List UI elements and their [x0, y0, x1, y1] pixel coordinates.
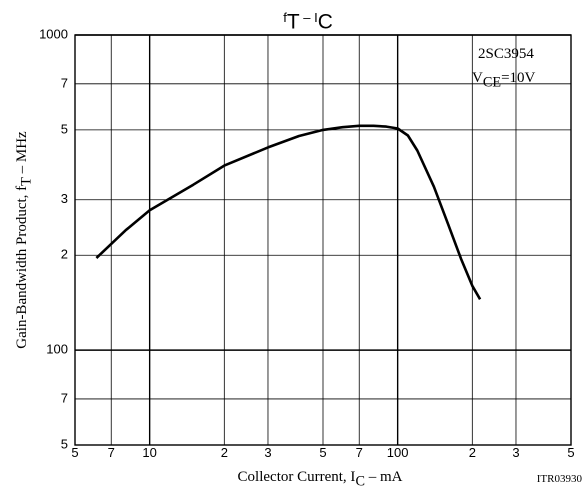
y-tick-label: 3	[61, 191, 68, 206]
y-tick-label: 5	[61, 121, 68, 136]
text-part: f	[283, 10, 287, 25]
x-tick-label: 3	[264, 445, 271, 460]
x-tick-label: 10	[142, 445, 156, 460]
x-tick-label: 7	[356, 445, 363, 460]
subscript: T	[287, 11, 300, 34]
y-tick-label: 100	[46, 342, 68, 357]
y-tick-label: 1000	[39, 26, 68, 41]
curve	[95, 124, 482, 300]
x-tick-label: 5	[567, 445, 574, 460]
text-part: V	[472, 70, 483, 86]
part-number: 2SC3954	[478, 46, 534, 62]
y-axis-label: Gain-Bandwidth Product, fT – MHz	[14, 131, 35, 349]
subscript: T	[19, 177, 35, 186]
x-axis-label: Collector Current, IC – mA	[238, 469, 403, 490]
text-part: – MHz	[14, 131, 30, 177]
x-tick-label: 100	[387, 445, 409, 460]
text-part: Collector Current, I	[238, 469, 356, 485]
condition: VCE=10V	[472, 70, 536, 91]
chart-title: fT – IC	[283, 10, 333, 34]
x-tick-label: 5	[71, 445, 78, 460]
text-part: =10V	[501, 70, 535, 86]
x-tick-label: 7	[108, 445, 115, 460]
x-tick-label: 3	[512, 445, 519, 460]
text-part: – mA	[365, 469, 403, 485]
x-tick-label: 2	[469, 445, 476, 460]
subscript: CE	[483, 75, 501, 91]
figure-code: ITR03930	[537, 473, 583, 485]
y-tick-label: 5	[61, 436, 68, 451]
subscript: C	[318, 11, 333, 34]
text-part: Gain-Bandwidth Product, f	[14, 186, 30, 349]
text-part: – I	[300, 10, 318, 25]
plot-frame	[74, 34, 572, 446]
x-tick-label: 5	[319, 445, 326, 460]
y-tick-label: 2	[61, 247, 68, 262]
y-tick-label: 7	[61, 75, 68, 90]
y-tick-label: 7	[61, 390, 68, 405]
subscript: C	[355, 474, 365, 490]
x-tick-label: 2	[221, 445, 228, 460]
